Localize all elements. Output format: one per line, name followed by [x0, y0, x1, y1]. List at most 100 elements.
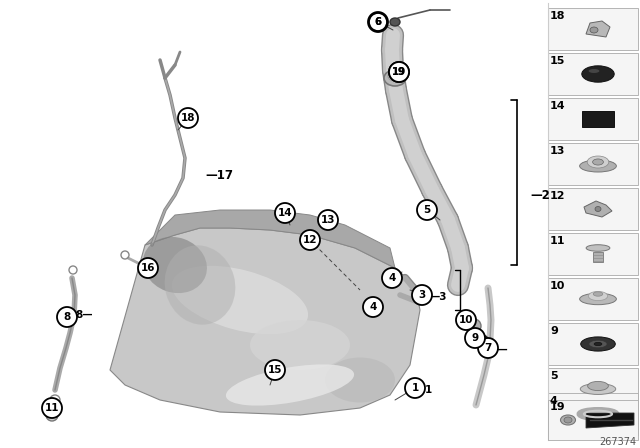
Text: 10: 10	[550, 281, 565, 291]
Text: 1: 1	[425, 385, 432, 395]
Circle shape	[57, 307, 77, 327]
Text: 18: 18	[550, 11, 566, 21]
Circle shape	[475, 335, 489, 349]
Polygon shape	[586, 413, 634, 428]
Text: 5: 5	[550, 371, 557, 381]
Text: 13: 13	[550, 146, 565, 156]
Ellipse shape	[588, 291, 608, 301]
Circle shape	[467, 319, 481, 333]
Circle shape	[369, 13, 387, 31]
Bar	[593, 252, 603, 262]
Text: 3: 3	[419, 290, 426, 300]
Text: 4: 4	[388, 273, 396, 283]
Ellipse shape	[143, 237, 207, 293]
Text: 1: 1	[412, 383, 419, 393]
Ellipse shape	[595, 207, 601, 211]
Text: 4: 4	[369, 302, 377, 312]
Bar	[548, 393, 638, 435]
Ellipse shape	[580, 160, 616, 172]
Ellipse shape	[172, 266, 308, 334]
Bar	[548, 368, 638, 410]
Text: —17: —17	[205, 168, 233, 181]
Text: 13: 13	[321, 215, 335, 225]
Circle shape	[265, 360, 285, 380]
Bar	[548, 98, 638, 140]
Ellipse shape	[580, 337, 615, 351]
Bar	[548, 188, 638, 230]
Circle shape	[275, 203, 295, 223]
Text: 19: 19	[392, 67, 406, 77]
Text: 11: 11	[45, 403, 60, 413]
Ellipse shape	[594, 342, 602, 346]
Circle shape	[389, 62, 409, 82]
Text: 4: 4	[550, 396, 558, 406]
Text: 14: 14	[278, 208, 292, 218]
Ellipse shape	[164, 246, 236, 325]
Ellipse shape	[588, 156, 609, 168]
Text: 19: 19	[550, 402, 566, 412]
Text: 9: 9	[550, 326, 558, 336]
Circle shape	[138, 258, 158, 278]
Bar	[548, 278, 638, 320]
Ellipse shape	[586, 245, 610, 251]
Ellipse shape	[588, 381, 609, 391]
Circle shape	[363, 297, 383, 317]
Text: 6: 6	[374, 17, 381, 27]
Text: 9: 9	[472, 333, 479, 343]
Text: 15: 15	[268, 365, 282, 375]
Text: 19: 19	[392, 67, 406, 77]
Circle shape	[478, 338, 498, 358]
Text: 11: 11	[550, 236, 566, 246]
Text: 8: 8	[63, 312, 70, 322]
Circle shape	[412, 285, 432, 305]
Polygon shape	[586, 21, 610, 37]
Ellipse shape	[593, 292, 603, 296]
Bar	[548, 233, 638, 275]
Ellipse shape	[589, 69, 600, 73]
Ellipse shape	[593, 159, 604, 165]
Bar	[548, 400, 638, 440]
Ellipse shape	[390, 18, 400, 26]
Ellipse shape	[561, 415, 575, 425]
Ellipse shape	[589, 340, 607, 348]
Ellipse shape	[388, 71, 402, 81]
Circle shape	[382, 268, 402, 288]
Circle shape	[389, 62, 409, 82]
Text: 8—: 8—	[75, 310, 93, 320]
Bar	[548, 323, 638, 365]
Text: 7—: 7—	[490, 345, 508, 355]
Text: —2: —2	[530, 189, 550, 202]
Polygon shape	[145, 210, 395, 268]
Text: —3: —3	[430, 292, 447, 302]
Ellipse shape	[590, 27, 598, 33]
Text: 267374: 267374	[599, 437, 636, 447]
Text: 16: 16	[141, 263, 156, 273]
Text: 18: 18	[180, 113, 195, 123]
Circle shape	[318, 210, 338, 230]
Ellipse shape	[580, 383, 616, 394]
Polygon shape	[584, 201, 612, 217]
Text: 14: 14	[550, 101, 566, 111]
Ellipse shape	[582, 66, 614, 82]
Text: 10: 10	[459, 315, 473, 325]
Circle shape	[456, 310, 476, 330]
Text: 6: 6	[374, 17, 381, 27]
Circle shape	[417, 200, 437, 220]
Ellipse shape	[226, 364, 354, 405]
Ellipse shape	[384, 70, 406, 86]
Text: 5: 5	[424, 205, 431, 215]
Text: 12: 12	[303, 235, 317, 245]
Polygon shape	[110, 228, 420, 415]
Text: 7: 7	[484, 343, 492, 353]
Circle shape	[178, 108, 198, 128]
Circle shape	[46, 409, 58, 421]
Text: 15: 15	[550, 56, 565, 66]
Bar	[548, 143, 638, 185]
Ellipse shape	[250, 320, 350, 370]
Ellipse shape	[325, 358, 395, 402]
Ellipse shape	[580, 293, 616, 305]
Ellipse shape	[564, 417, 572, 423]
Bar	[548, 53, 638, 95]
Circle shape	[300, 230, 320, 250]
Circle shape	[405, 378, 425, 398]
